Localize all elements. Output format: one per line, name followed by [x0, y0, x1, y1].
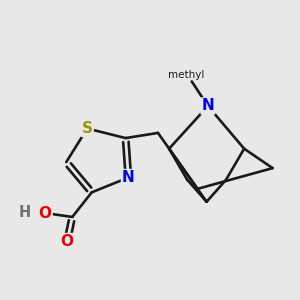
Text: H: H — [18, 205, 31, 220]
Text: N: N — [202, 98, 214, 113]
Text: O: O — [61, 234, 74, 249]
Text: N: N — [122, 170, 135, 185]
Text: O: O — [39, 206, 52, 220]
Text: methyl: methyl — [168, 70, 205, 80]
Text: S: S — [82, 121, 93, 136]
